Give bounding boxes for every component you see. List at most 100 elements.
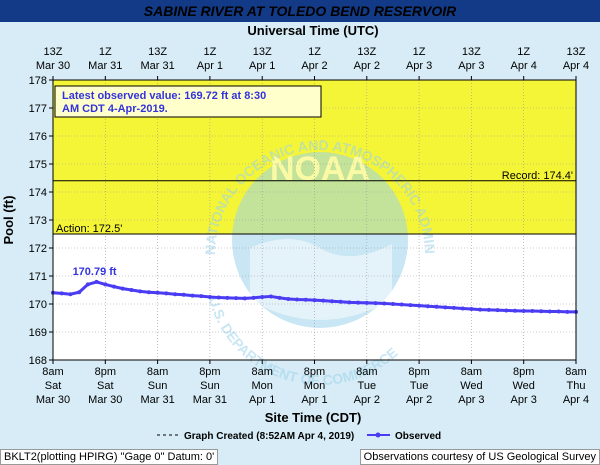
bottom-tick-date: Apr 1 — [249, 394, 275, 406]
bottom-tick-day: Mon — [251, 380, 272, 392]
observed-point — [225, 295, 230, 300]
observed-point — [556, 309, 561, 314]
y-tick-label: 174 — [29, 187, 47, 199]
top-tick-date: Apr 2 — [301, 60, 327, 72]
observed-point — [539, 309, 544, 314]
observed-point — [565, 309, 570, 314]
bottom-tick-time: 8pm — [513, 366, 534, 378]
bottom-tick-date: Apr 2 — [354, 394, 380, 406]
observed-point — [112, 284, 117, 289]
noaa-logo-text: NOAA — [270, 150, 370, 188]
y-tick-label: 178 — [29, 75, 47, 87]
bottom-tick-date: Apr 4 — [563, 394, 589, 406]
bottom-tick-day: Sat — [45, 380, 62, 392]
legend-created-label: Graph Created (8:52AM Apr 4, 2019) — [184, 431, 354, 442]
peak-value-label: 170.79 ft — [73, 266, 117, 278]
observed-point — [443, 305, 448, 310]
threshold-lines: Action: 172.5' Record: 174.4' — [53, 170, 576, 235]
observed-point — [138, 289, 143, 294]
bottom-tick-day: Tue — [410, 380, 429, 392]
observed-point — [190, 293, 195, 298]
top-tick-date: Mar 31 — [88, 60, 122, 72]
y-tick-label: 170 — [29, 299, 47, 311]
observed-point — [242, 296, 247, 301]
top-axis-ticks: 13Z Mar 30 1Z Mar 31 13Z Mar 31 1Z Apr 1 13Z Apr … — [36, 46, 589, 80]
observed-point — [251, 295, 256, 300]
observed-point — [530, 309, 535, 313]
bottom-tick-time: 8am — [251, 366, 272, 378]
bottom-tick-day: Tue — [358, 380, 377, 392]
footer-gage-info: BKLT2(plotting HPIRG) "Gage 0" Datum: 0' — [0, 449, 219, 465]
observed-point — [277, 295, 282, 300]
y-tick-label: 171 — [29, 271, 47, 283]
observed-point — [417, 303, 422, 308]
legend-observed-label: Observed — [395, 431, 441, 442]
observed-point — [268, 294, 273, 299]
observed-point — [512, 308, 517, 313]
observed-point — [155, 290, 160, 295]
observed-point — [68, 292, 73, 297]
observed-point — [356, 300, 361, 305]
observed-point — [486, 307, 491, 312]
observed-point — [181, 292, 186, 297]
bottom-tick-date: Apr 2 — [406, 394, 432, 406]
bottom-tick-day: Thu — [567, 380, 586, 392]
action-threshold-label: Action: 172.5' — [56, 223, 122, 235]
y-axis-label: Pool (ft) — [1, 195, 16, 244]
bottom-tick-day: Mon — [304, 380, 325, 392]
top-tick-hour: 1Z — [413, 46, 426, 58]
observed-point — [199, 294, 204, 299]
top-tick-date: Apr 4 — [511, 60, 537, 72]
observed-point — [120, 286, 125, 291]
observed-point — [329, 299, 334, 304]
top-tick-date: Apr 3 — [458, 60, 484, 72]
top-tick-hour: 13Z — [148, 46, 167, 58]
observed-point — [303, 297, 308, 302]
top-tick-hour: 1Z — [308, 46, 321, 58]
record-threshold-label: Record: 174.4' — [502, 170, 573, 182]
top-tick-date: Apr 4 — [563, 60, 589, 72]
y-tick-label: 175 — [29, 159, 47, 171]
latest-value-line: Latest observed value: 169.72 ft at 8:30 — [62, 90, 266, 102]
observed-point — [321, 298, 326, 303]
top-tick-hour: 1Z — [203, 46, 216, 58]
y-axis-ticks: 168 169 170 171 172 173 174 175 176 177 178 — [29, 75, 53, 367]
observed-point — [495, 308, 500, 313]
bottom-tick-date: Mar 31 — [140, 394, 174, 406]
observed-point — [216, 295, 221, 300]
observed-point — [478, 307, 483, 312]
observed-point — [164, 291, 169, 296]
observed-point — [338, 299, 343, 304]
observed-point — [347, 300, 352, 305]
bottom-tick-time: 8pm — [304, 366, 325, 378]
latest-value-box — [54, 85, 322, 118]
bottom-tick-day: Sat — [97, 380, 114, 392]
observed-point — [451, 305, 456, 310]
top-tick-date: Mar 31 — [140, 60, 174, 72]
observed-point — [94, 279, 99, 284]
title-bar — [0, 0, 600, 22]
bottom-tick-day: Sun — [148, 380, 168, 392]
observed-point — [207, 295, 212, 299]
observed-point — [77, 290, 82, 295]
observed-point — [286, 296, 291, 301]
bottom-tick-date: Apr 3 — [511, 394, 537, 406]
legend-observed-marker — [375, 432, 381, 438]
bottom-tick-date: Mar 31 — [193, 394, 227, 406]
top-tick-date: Apr 2 — [354, 60, 380, 72]
observed-point — [295, 297, 300, 302]
top-tick-hour: 13Z — [357, 46, 376, 58]
observed-point — [469, 307, 474, 312]
top-tick-hour: 13Z — [567, 46, 586, 58]
bottom-tick-day: Wed — [512, 380, 534, 392]
top-tick-date: Apr 1 — [197, 60, 223, 72]
observed-point — [364, 300, 369, 305]
bottom-axis-label: Site Time (CDT) — [265, 410, 362, 425]
bottom-axis-ticks: 8am Sat Mar 30 8pm Sat Mar 30 8am Sun Mar 31 8pm S… — [36, 360, 589, 406]
observed-point — [85, 282, 90, 287]
top-tick-hour: 13Z — [462, 46, 481, 58]
y-tick-label: 172 — [29, 243, 47, 255]
observed-series: 170.79 ft — [51, 266, 578, 314]
top-tick-hour: 13Z — [44, 46, 63, 58]
